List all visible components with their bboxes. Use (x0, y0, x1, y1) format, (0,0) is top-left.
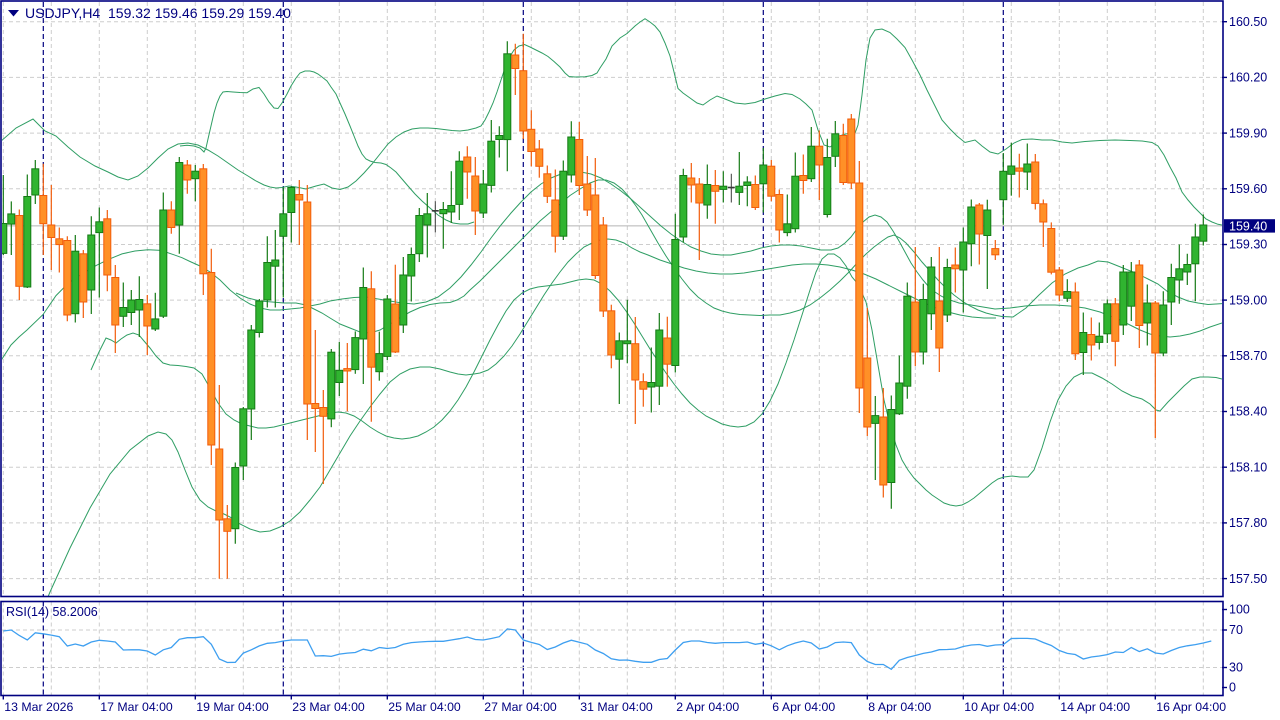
svg-text:158.70: 158.70 (1229, 349, 1267, 363)
svg-text:158.10: 158.10 (1229, 460, 1267, 474)
svg-text:10 Apr 04:00: 10 Apr 04:00 (964, 700, 1034, 714)
svg-text:159.90: 159.90 (1229, 126, 1267, 140)
svg-text:31 Mar 04:00: 31 Mar 04:00 (580, 700, 653, 714)
svg-text:100: 100 (1229, 603, 1250, 617)
svg-text:25 Mar 04:00: 25 Mar 04:00 (388, 700, 461, 714)
svg-text:RSI(14) 58.2006: RSI(14) 58.2006 (6, 605, 98, 619)
svg-text:70: 70 (1229, 623, 1243, 637)
svg-text:160.20: 160.20 (1229, 71, 1267, 85)
svg-text:17 Mar 04:00: 17 Mar 04:00 (100, 700, 173, 714)
svg-text:158.40: 158.40 (1229, 405, 1267, 419)
svg-text:0: 0 (1229, 681, 1236, 695)
svg-text:13 Mar 2026: 13 Mar 2026 (4, 700, 73, 714)
svg-text:157.80: 157.80 (1229, 516, 1267, 530)
svg-text:159.40: 159.40 (1229, 219, 1267, 233)
svg-text:2 Apr 04:00: 2 Apr 04:00 (676, 700, 739, 714)
svg-text:160.50: 160.50 (1229, 15, 1267, 29)
svg-text:14 Apr 04:00: 14 Apr 04:00 (1060, 700, 1130, 714)
svg-text:30: 30 (1229, 661, 1243, 675)
svg-text:157.50: 157.50 (1229, 572, 1267, 586)
svg-text:16 Apr 04:00: 16 Apr 04:00 (1156, 700, 1226, 714)
svg-text:159.30: 159.30 (1229, 238, 1267, 252)
svg-text:27 Mar 04:00: 27 Mar 04:00 (484, 700, 557, 714)
svg-text:159.00: 159.00 (1229, 293, 1267, 307)
svg-text:8 Apr 04:00: 8 Apr 04:00 (868, 700, 931, 714)
svg-text:23 Mar 04:00: 23 Mar 04:00 (292, 700, 365, 714)
svg-text:6 Apr 04:00: 6 Apr 04:00 (772, 700, 835, 714)
svg-text:159.60: 159.60 (1229, 182, 1267, 196)
svg-text:USDJPY,H4 159.32 159.46 159.2: USDJPY,H4 159.32 159.46 159.29 159.40 (25, 5, 291, 21)
svg-text:19 Mar 04:00: 19 Mar 04:00 (196, 700, 269, 714)
